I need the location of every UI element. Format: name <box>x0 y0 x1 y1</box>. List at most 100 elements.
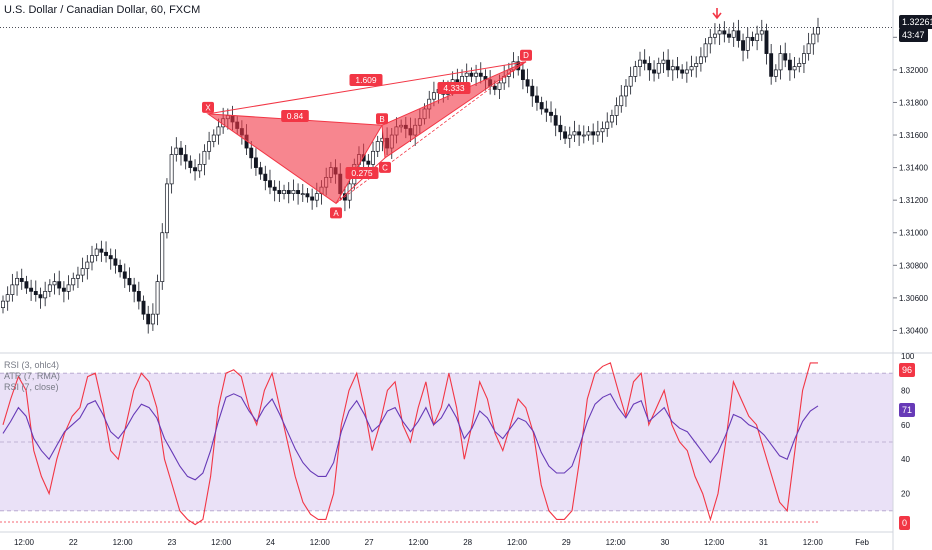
price-tick-label: 1.31000 <box>899 229 928 238</box>
pattern-ratio-box <box>281 110 309 122</box>
pattern-bcd-triangle <box>381 61 527 159</box>
candle-down <box>366 160 371 165</box>
candle-down <box>591 131 596 136</box>
candle-down <box>183 154 188 162</box>
candle-up <box>431 92 436 100</box>
pattern-point-label: X <box>205 103 211 112</box>
candle-up <box>282 190 286 195</box>
candle-down <box>193 167 197 172</box>
candle-down <box>118 264 123 273</box>
candle-down <box>539 102 544 110</box>
pattern-point-marker <box>520 49 532 61</box>
candle-down <box>29 287 34 292</box>
pattern-ratio-box <box>349 74 383 86</box>
candle-up <box>609 115 614 123</box>
candle-up <box>670 66 675 71</box>
candle-down <box>146 313 151 325</box>
candle-down <box>113 258 118 266</box>
candle-up <box>656 63 661 74</box>
candle-down <box>122 271 127 279</box>
candle-down <box>558 124 563 133</box>
rsi-slow-tag: 71 <box>899 403 916 417</box>
rsi-fast-line <box>2 362 818 526</box>
candle-up <box>605 121 610 129</box>
candle-down <box>642 59 647 64</box>
candle-up <box>155 281 160 315</box>
candle-up <box>497 82 502 90</box>
candle-up <box>694 63 699 67</box>
candle-down <box>535 95 539 103</box>
candle-down <box>24 281 29 289</box>
candle-up <box>595 131 600 136</box>
candle-up <box>698 56 703 64</box>
candle-up <box>713 33 717 38</box>
indicator-rsi-slow-label: RSI (7, close) <box>4 382 59 392</box>
candle-up <box>10 284 15 295</box>
pattern-xab-triangle <box>206 113 383 205</box>
candle-down <box>263 173 268 181</box>
candle-down <box>268 180 272 188</box>
candle-up <box>689 66 694 71</box>
pattern-point-label: D <box>523 51 529 60</box>
candle-down <box>783 53 788 61</box>
candle-down <box>727 33 731 38</box>
harmonic-pattern: X A B C D 0.84 1.609 0.275 4.333 <box>202 8 722 219</box>
candle-down <box>296 190 301 195</box>
candle-up <box>66 284 71 292</box>
rsi-tick-label: 60 <box>901 421 910 430</box>
candle-up <box>572 131 577 136</box>
candle-up <box>474 72 479 77</box>
pattern-bd-leg <box>335 61 527 204</box>
candle-down <box>764 30 769 54</box>
pattern-ratio-label: 1.609 <box>355 75 377 85</box>
pattern-point-marker <box>202 101 214 113</box>
candle-up <box>703 43 708 58</box>
candle-up <box>80 268 85 276</box>
candle-up <box>15 277 20 286</box>
candle-up <box>375 141 380 152</box>
candle-up <box>207 141 212 152</box>
rsi-fast-tag: 96 <box>899 363 916 377</box>
candle-up <box>600 128 605 133</box>
time-tick-label: 12:00 <box>310 538 331 547</box>
price-tick-label: 1.31200 <box>899 196 928 205</box>
price-tick-label: 1.30400 <box>899 326 928 335</box>
candle-up <box>169 154 174 185</box>
time-tick-label: Feb <box>855 538 869 547</box>
candle-up <box>464 72 469 77</box>
time-tick-label: 24 <box>266 538 275 547</box>
candle-up <box>759 30 764 35</box>
rsi-tick-label: 80 <box>901 386 910 395</box>
candle-up <box>661 59 666 64</box>
candle-down <box>132 284 137 292</box>
indicator-atr-label: ATR (7, RMA) <box>4 371 60 381</box>
indicator-rsi-fast-label: RSI (3, ohlc4) <box>4 360 60 370</box>
candle-down <box>666 59 671 71</box>
candle-down <box>478 72 483 77</box>
candle-up <box>745 36 750 51</box>
candle-up <box>211 134 216 142</box>
candle-up <box>816 27 820 35</box>
rsi-lines <box>2 362 819 526</box>
candle-up <box>811 33 816 45</box>
price-tick-label: 1.32000 <box>899 66 928 75</box>
time-tick-label: 12:00 <box>113 538 134 547</box>
candle-down <box>787 59 792 71</box>
time-tick-label: 12:00 <box>803 538 824 547</box>
candle-down <box>253 157 258 168</box>
candle-up <box>778 53 783 71</box>
candle-up <box>90 255 94 263</box>
candle-up <box>371 150 375 165</box>
candle-down <box>469 72 474 77</box>
rsi-slow-line <box>2 393 819 481</box>
candle-down <box>57 281 62 289</box>
time-tick-label: 23 <box>167 538 176 547</box>
candle-down <box>769 53 774 77</box>
candle-down <box>310 196 315 201</box>
candle-down <box>525 79 530 87</box>
candle-up <box>174 147 179 155</box>
pattern-ratio-label: 0.84 <box>287 111 304 121</box>
candle-up <box>47 284 52 292</box>
